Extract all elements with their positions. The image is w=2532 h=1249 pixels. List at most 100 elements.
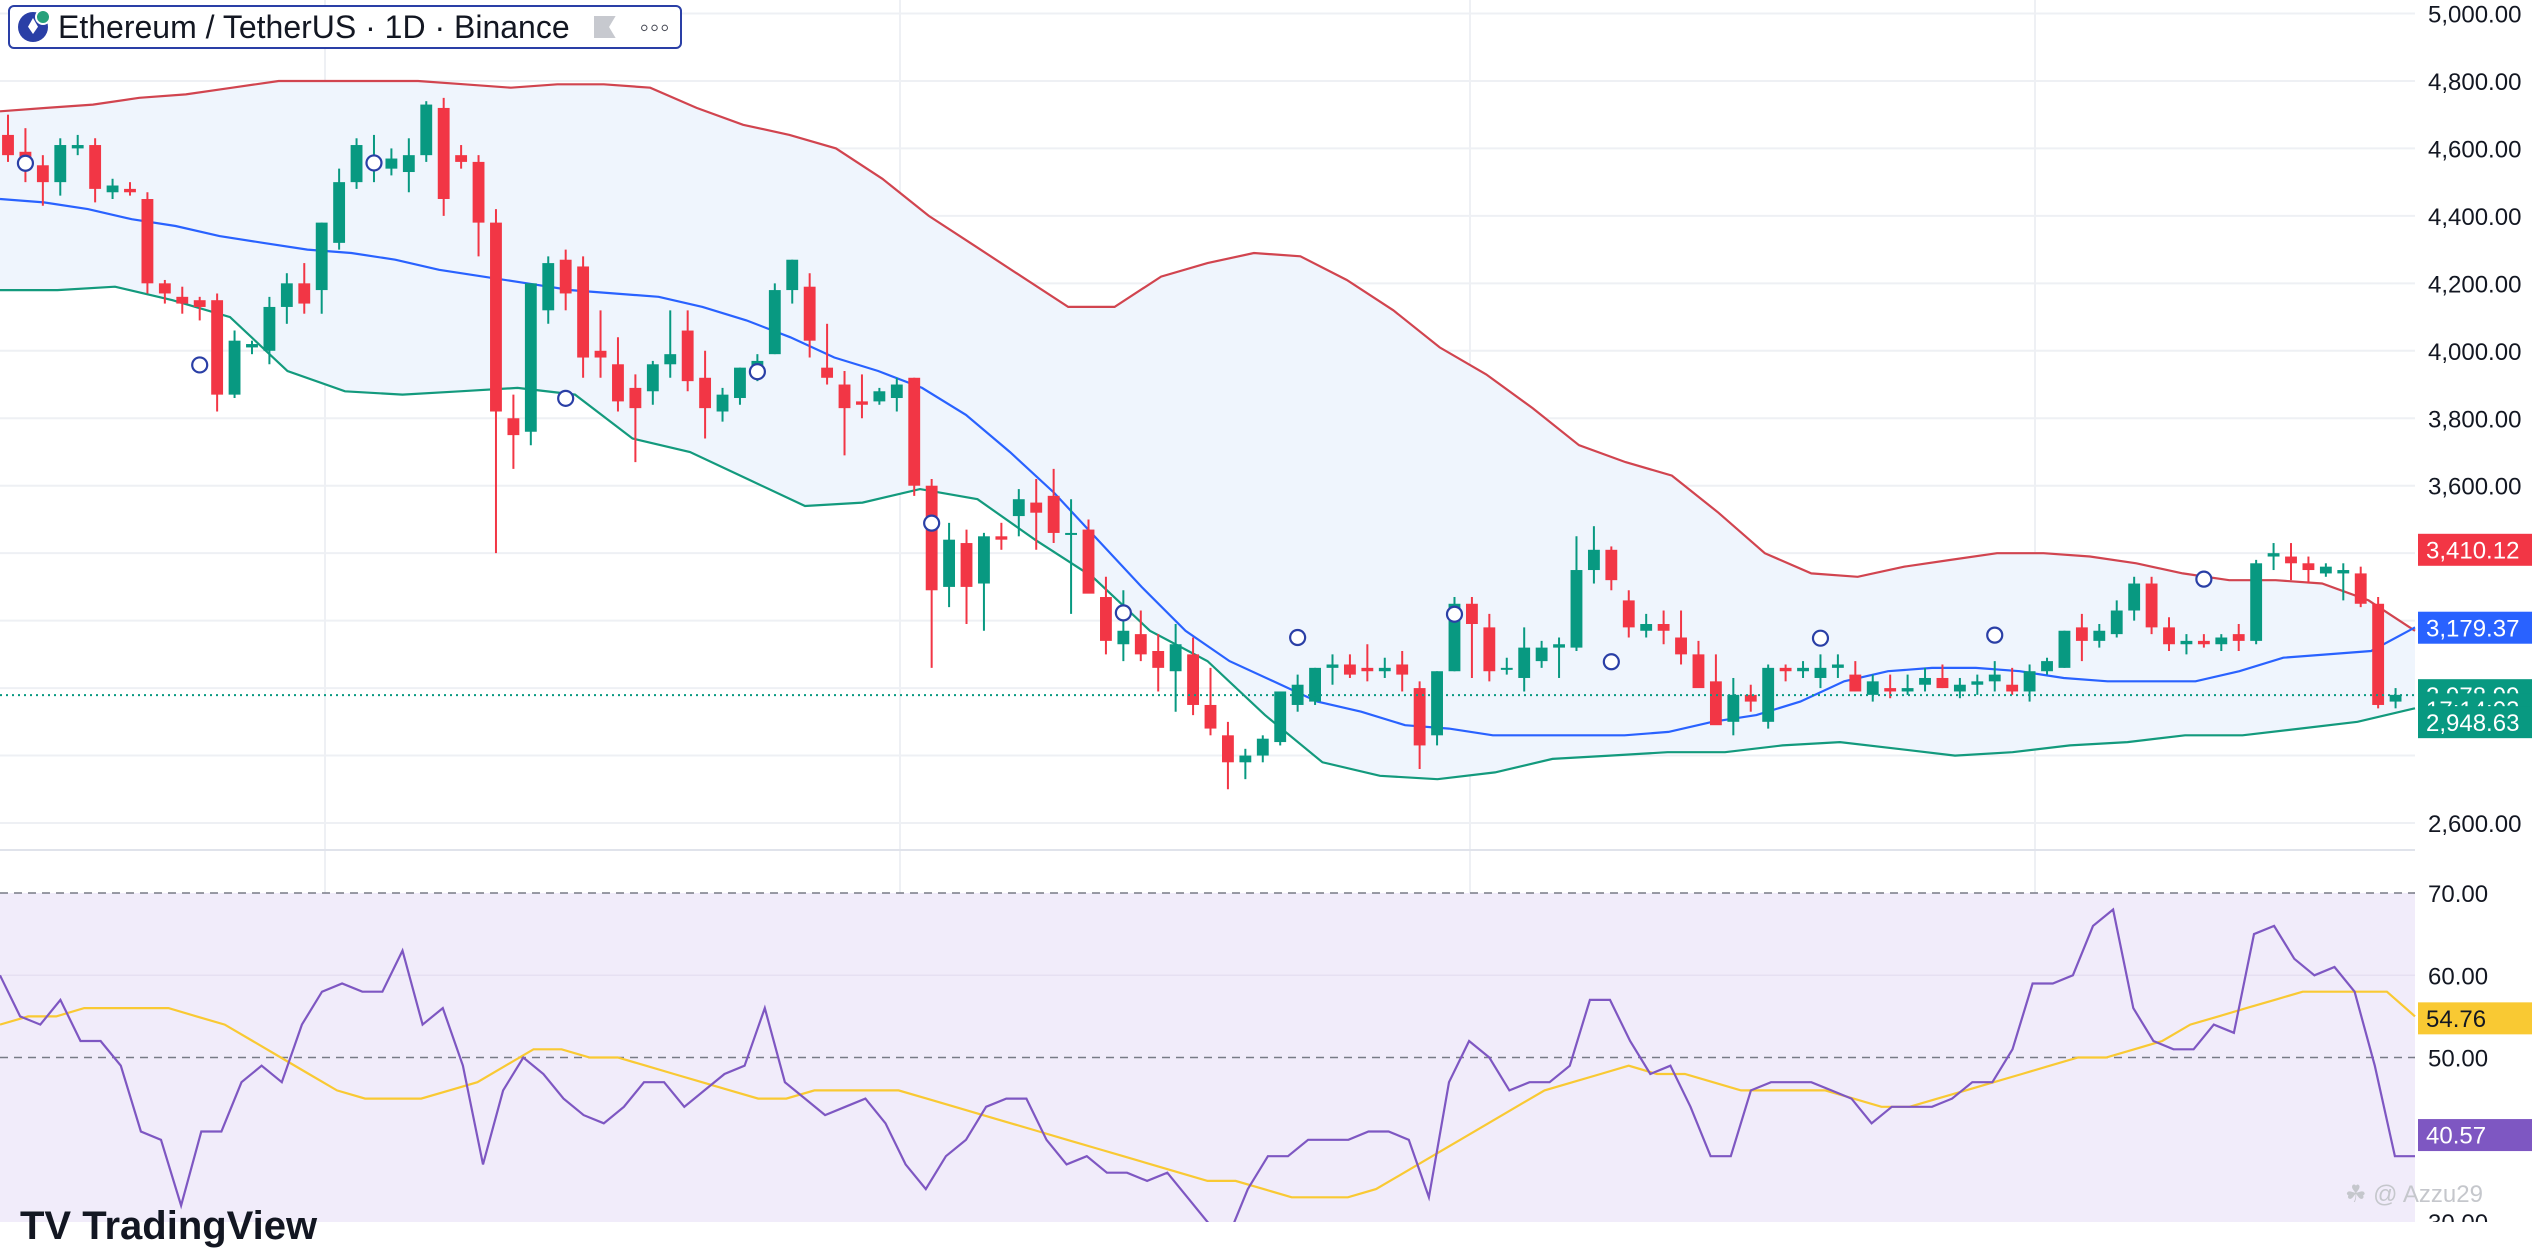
candle[interactable] (2163, 617, 2175, 651)
candle-body[interactable] (1675, 637, 1687, 655)
candle[interactable] (2145, 576, 2158, 635)
candle[interactable] (2128, 576, 2141, 621)
candle-body[interactable] (1849, 674, 1862, 692)
candle[interactable] (559, 249, 572, 311)
candle-body[interactable] (838, 384, 851, 409)
candle[interactable] (176, 286, 189, 314)
candle[interactable] (106, 178, 119, 200)
candle-body[interactable] (1117, 630, 1130, 645)
candle-body[interactable] (1744, 694, 1757, 702)
candle-body[interactable] (2285, 556, 2297, 564)
candle-body[interactable] (2023, 671, 2036, 692)
candle-body[interactable] (2110, 610, 2123, 635)
candle[interactable] (1953, 677, 1966, 699)
candle-body[interactable] (2232, 634, 2245, 641)
candle-body[interactable] (559, 259, 572, 294)
candle[interactable] (246, 340, 258, 355)
candle[interactable] (629, 374, 642, 463)
candle-body[interactable] (1779, 667, 1792, 672)
candle-body[interactable] (54, 145, 67, 183)
candle-body[interactable] (158, 283, 171, 294)
candle[interactable] (1239, 748, 1252, 780)
candle-body[interactable] (1256, 738, 1269, 756)
candle-body[interactable] (890, 384, 903, 399)
candle-body[interactable] (2302, 563, 2315, 571)
candle[interactable] (298, 263, 311, 314)
candle-body[interactable] (2180, 640, 2193, 645)
candle[interactable] (158, 279, 171, 304)
candle[interactable] (2180, 634, 2193, 655)
candle[interactable] (978, 532, 990, 631)
candle[interactable] (542, 256, 555, 324)
candle-body[interactable] (2041, 661, 2053, 672)
candle[interactable] (1657, 610, 1670, 645)
candle[interactable] (402, 138, 415, 193)
candle-body[interactable] (524, 283, 537, 432)
candle[interactable] (2250, 559, 2263, 645)
candle-body[interactable] (995, 536, 1008, 540)
candle[interactable] (211, 293, 224, 412)
candle-body[interactable] (1570, 570, 1583, 648)
candle-body[interactable] (89, 145, 102, 189)
candle[interactable] (2058, 630, 2071, 668)
candle[interactable] (2093, 624, 2106, 648)
candle[interactable] (36, 155, 49, 206)
candle[interactable] (1779, 664, 1792, 682)
candle[interactable] (1483, 613, 1496, 682)
signal-marker-icon[interactable] (1445, 605, 1464, 623)
candle[interactable] (1988, 661, 2001, 692)
candle-body[interactable] (1465, 603, 1478, 625)
candle-body[interactable] (193, 300, 206, 307)
candle-body[interactable] (1448, 603, 1461, 672)
candle-body[interactable] (594, 350, 607, 358)
candle[interactable] (577, 256, 590, 378)
candle-body[interactable] (1988, 674, 2001, 682)
candle[interactable] (1553, 637, 1565, 678)
candle-body[interactable] (1239, 755, 1252, 763)
candle[interactable] (280, 273, 293, 324)
candle[interactable] (1587, 526, 1600, 584)
candle-body[interactable] (612, 364, 624, 402)
candle-body[interactable] (1762, 667, 1775, 722)
candle-body[interactable] (803, 286, 816, 341)
candle-body[interactable] (699, 377, 712, 409)
candle-body[interactable] (211, 300, 224, 395)
candle-body[interactable] (36, 165, 49, 183)
candle[interactable] (315, 222, 328, 314)
signal-marker-icon[interactable] (557, 389, 575, 407)
candle-body[interactable] (1814, 667, 1827, 678)
candle-body[interactable] (1361, 667, 1374, 672)
candle-body[interactable] (2389, 694, 2402, 702)
candle-body[interactable] (1640, 624, 1653, 631)
candle-body[interactable] (2058, 630, 2071, 668)
candle[interactable] (1361, 644, 1374, 682)
candle-body[interactable] (1919, 677, 1931, 685)
candle[interactable] (1065, 499, 1078, 614)
candle-body[interactable] (1936, 677, 1949, 689)
candle[interactable] (1518, 627, 1531, 692)
candle[interactable] (681, 310, 694, 392)
candle-body[interactable] (1622, 600, 1635, 628)
candle-body[interactable] (472, 161, 485, 223)
candle-body[interactable] (873, 391, 886, 402)
candle-body[interactable] (1709, 681, 1722, 726)
candle[interactable] (908, 377, 921, 496)
flag-icon[interactable] (593, 16, 616, 38)
candle-body[interactable] (1605, 549, 1618, 581)
candle-body[interactable] (908, 377, 921, 486)
candle-body[interactable] (228, 340, 241, 395)
rsi-axis[interactable]: 70.00 60.00 50.00 30.00 (2428, 881, 2488, 1222)
candle-body[interactable] (1204, 704, 1217, 729)
candle-body[interactable] (420, 104, 433, 156)
candle[interactable] (2215, 634, 2228, 651)
candle[interactable] (716, 387, 729, 422)
candle-body[interactable] (1953, 684, 1966, 692)
candle[interactable] (1675, 610, 1687, 665)
signal-marker-icon[interactable] (16, 154, 35, 172)
candlestick-series[interactable] (2, 97, 2402, 790)
rsi-pane[interactable] (0, 892, 2416, 1222)
candle[interactable] (1622, 590, 1635, 638)
candle[interactable] (2, 114, 14, 162)
candle-body[interactable] (978, 536, 990, 584)
signal-marker-icon[interactable] (1114, 604, 1132, 622)
